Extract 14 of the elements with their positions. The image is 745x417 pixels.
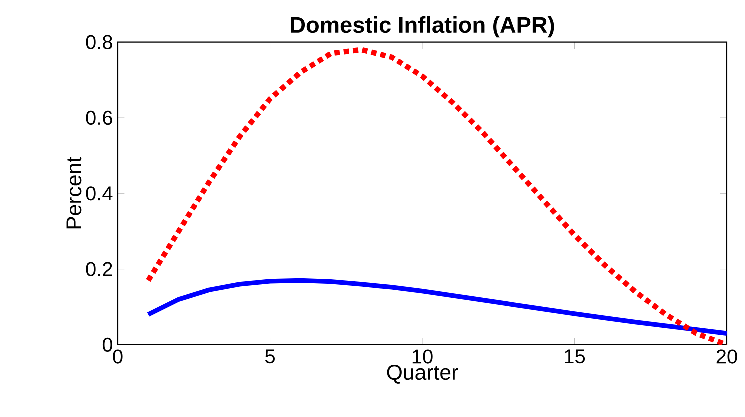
y-axis-title: Percent bbox=[66, 157, 82, 229]
x-tick-label: 0 bbox=[113, 350, 123, 364]
x-tick-label: 20 bbox=[716, 350, 738, 364]
x-tick-label: 10 bbox=[412, 350, 433, 364]
y-tick-label: 0.8 bbox=[86, 35, 112, 50]
line-series bbox=[146, 278, 727, 336]
x-axis-title: Quarter bbox=[387, 365, 458, 384]
y-tick-label: 0.4 bbox=[86, 186, 113, 201]
y-tick-label: 0.6 bbox=[86, 110, 112, 126]
x-tick-label: 15 bbox=[565, 350, 586, 364]
chart-title: Domestic Inflation (APR) bbox=[291, 16, 554, 38]
x-tick-label: 5 bbox=[265, 350, 275, 364]
y-tick-label: 0 bbox=[102, 338, 113, 352]
y-tick-label: 0.2 bbox=[86, 262, 112, 276]
